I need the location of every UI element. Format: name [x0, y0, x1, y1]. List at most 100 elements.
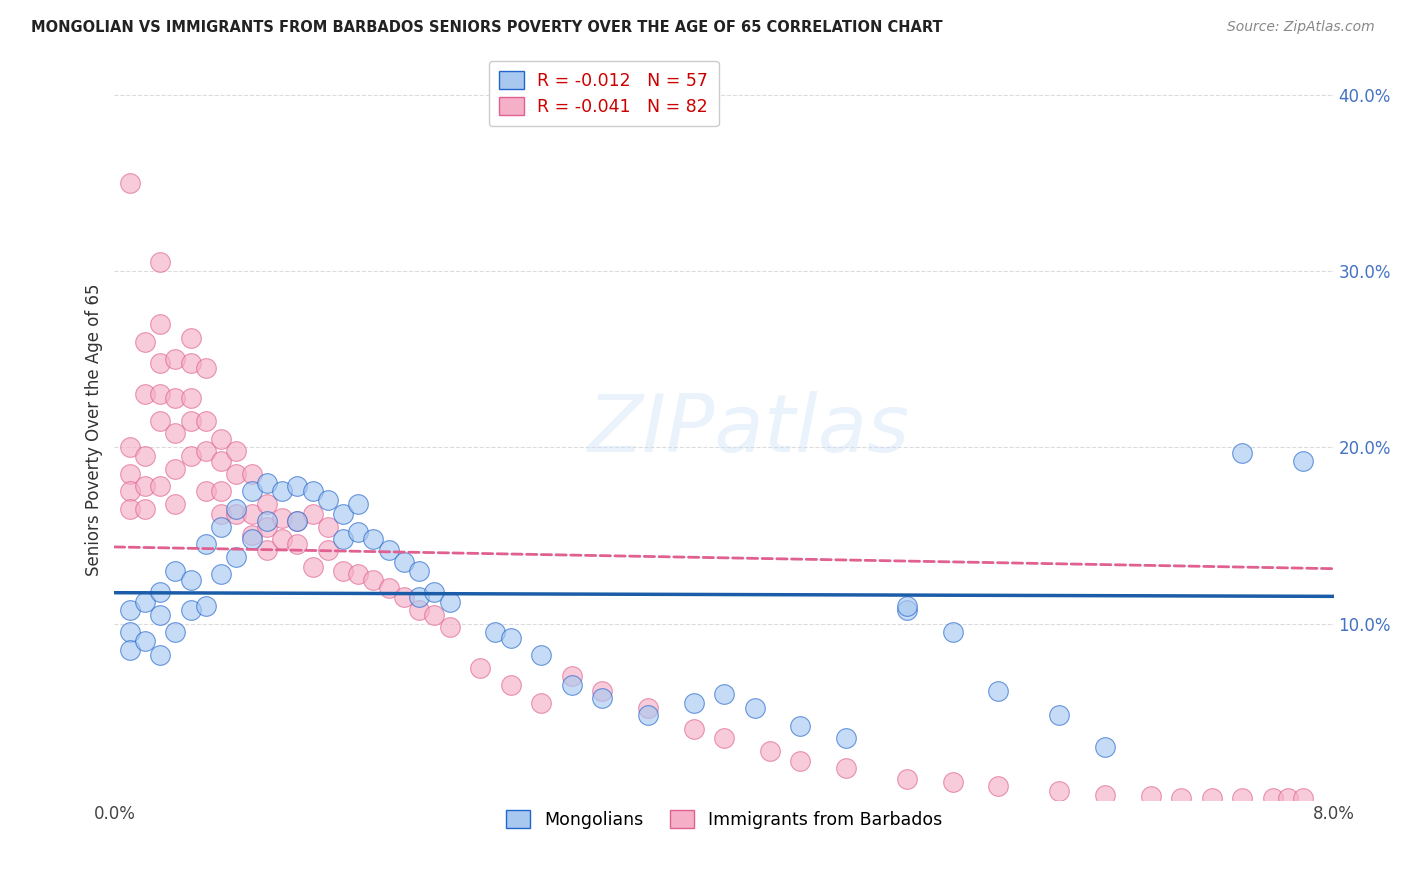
Point [165, 352, 187, 367]
Point [499, 678, 522, 692]
Point [134, 595, 156, 609]
Point [165, 564, 187, 578]
Point [256, 542, 278, 557]
Point [149, 356, 172, 370]
Point [180, 573, 202, 587]
Point [392, 555, 415, 569]
Point [987, 779, 1010, 793]
Point [987, 683, 1010, 698]
Point [256, 519, 278, 533]
Point [285, 537, 308, 551]
Point [789, 719, 811, 733]
Point [180, 414, 202, 428]
Point [470, 661, 492, 675]
Point [209, 484, 232, 499]
Point [271, 511, 294, 525]
Point [118, 625, 141, 640]
Point [209, 519, 232, 533]
Point [165, 497, 187, 511]
Point [165, 461, 187, 475]
Point [1094, 739, 1116, 754]
Point [256, 515, 278, 529]
Point [363, 532, 385, 546]
Point [134, 479, 156, 493]
Point [408, 602, 430, 616]
Point [225, 502, 247, 516]
Point [149, 387, 172, 401]
Point [332, 564, 354, 578]
Point [347, 524, 370, 539]
Point [180, 391, 202, 405]
Point [209, 508, 232, 522]
Point [713, 731, 735, 746]
Point [134, 334, 156, 349]
Point [561, 669, 583, 683]
Point [180, 331, 202, 345]
Point [134, 502, 156, 516]
Point [149, 607, 172, 622]
Point [1201, 791, 1223, 805]
Point [332, 532, 354, 546]
Point [194, 484, 217, 499]
Point [637, 701, 659, 715]
Point [316, 542, 339, 557]
Point [408, 564, 430, 578]
Point [1292, 791, 1315, 805]
Point [149, 648, 172, 663]
Point [118, 502, 141, 516]
Point [1047, 708, 1070, 723]
Point [149, 479, 172, 493]
Point [134, 634, 156, 648]
Point [118, 602, 141, 616]
Point [316, 493, 339, 508]
Point [285, 479, 308, 493]
Point [301, 560, 323, 574]
Point [896, 772, 918, 786]
Point [118, 176, 141, 190]
Point [1170, 791, 1192, 805]
Point [835, 731, 858, 746]
Point [165, 625, 187, 640]
Point [194, 443, 217, 458]
Legend: Mongolians, Immigrants from Barbados: Mongolians, Immigrants from Barbados [499, 803, 949, 836]
Point [225, 508, 247, 522]
Point [499, 631, 522, 645]
Point [240, 528, 263, 542]
Point [165, 426, 187, 441]
Point [377, 582, 399, 596]
Text: MONGOLIAN VS IMMIGRANTS FROM BARBADOS SENIORS POVERTY OVER THE AGE OF 65 CORRELA: MONGOLIAN VS IMMIGRANTS FROM BARBADOS SE… [31, 20, 942, 35]
Point [408, 590, 430, 604]
Point [149, 585, 172, 599]
Point [530, 696, 553, 710]
Point [942, 775, 965, 789]
Point [149, 255, 172, 269]
Point [225, 443, 247, 458]
Point [423, 607, 446, 622]
Point [209, 567, 232, 582]
Point [180, 356, 202, 370]
Point [637, 708, 659, 723]
Point [180, 602, 202, 616]
Point [713, 687, 735, 701]
Point [271, 532, 294, 546]
Point [256, 475, 278, 490]
Point [789, 754, 811, 768]
Point [561, 678, 583, 692]
Y-axis label: Seniors Poverty Over the Age of 65: Seniors Poverty Over the Age of 65 [86, 284, 103, 576]
Point [225, 467, 247, 481]
Point [271, 484, 294, 499]
Point [240, 508, 263, 522]
Point [165, 391, 187, 405]
Point [118, 441, 141, 455]
Point [149, 414, 172, 428]
Point [1230, 791, 1253, 805]
Point [682, 696, 704, 710]
Point [118, 643, 141, 657]
Point [758, 743, 780, 757]
Point [392, 590, 415, 604]
Point [118, 467, 141, 481]
Point [194, 537, 217, 551]
Point [1139, 789, 1161, 804]
Point [180, 449, 202, 463]
Point [256, 497, 278, 511]
